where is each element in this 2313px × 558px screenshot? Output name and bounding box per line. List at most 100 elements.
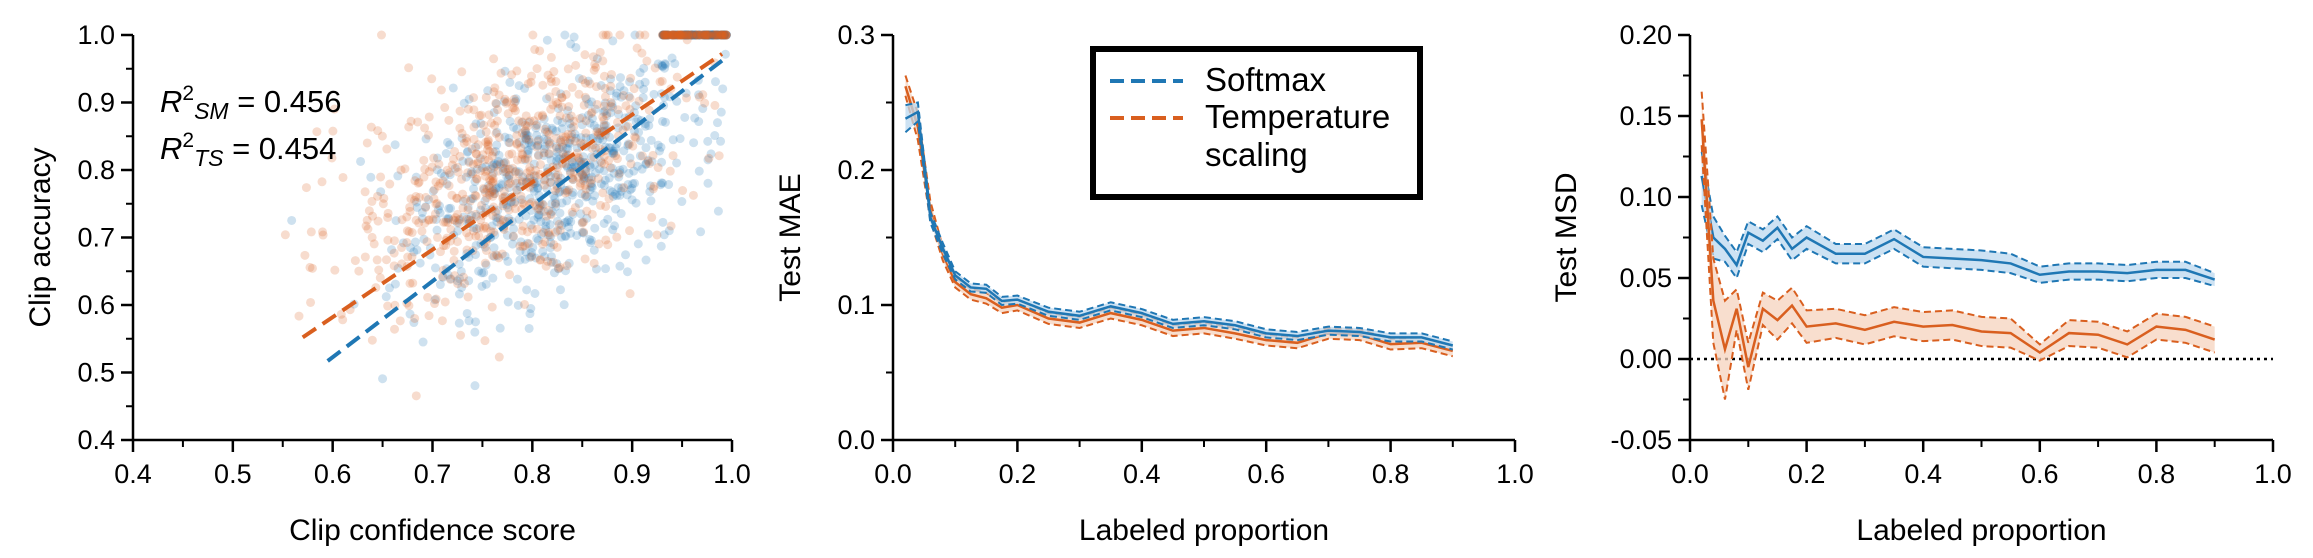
scatter-point-temperature: [397, 243, 407, 253]
scatter-point-softmax: [660, 30, 670, 40]
scatter-point-softmax: [667, 53, 677, 63]
scatter-point-softmax: [590, 104, 600, 114]
scatter-point-temperature: [666, 221, 676, 231]
scatter-point-temperature: [503, 109, 513, 119]
scatter-point-temperature: [551, 172, 561, 182]
scatter-point-softmax: [503, 297, 513, 307]
scatter-point-temperature: [360, 187, 370, 197]
scatter-point-softmax: [574, 74, 584, 84]
scatter-point-softmax: [587, 113, 597, 123]
scatter-point-temperature: [692, 30, 702, 40]
scatter-point-temperature: [529, 116, 539, 126]
scatter-point-temperature: [366, 122, 376, 132]
scatter-point-temperature: [657, 30, 667, 40]
scatter-point-temperature: [377, 131, 387, 141]
scatter-point-softmax: [475, 153, 485, 163]
scatter-point-softmax: [591, 143, 601, 153]
scatter-point-softmax: [720, 49, 730, 59]
scatter-point-softmax: [462, 147, 472, 157]
scatter-point-temperature: [389, 236, 399, 246]
scatter-point-softmax: [505, 77, 515, 87]
scatter-point-softmax: [552, 259, 562, 269]
scatter-point-softmax: [505, 116, 515, 126]
scatter-point-softmax: [469, 184, 479, 194]
scatter-point-softmax: [472, 224, 482, 234]
scatter-point-softmax: [523, 149, 533, 159]
scatter-point-temperature: [574, 153, 584, 163]
scatter-point-softmax: [494, 150, 504, 160]
scatter-point-softmax: [632, 161, 642, 171]
scatter-point-softmax: [567, 190, 577, 200]
scatter-point-softmax: [521, 128, 531, 138]
scatter-point-temperature: [600, 83, 610, 93]
scatter-point-softmax: [613, 183, 623, 193]
scatter-point-softmax: [472, 164, 482, 174]
scatter-point-softmax: [576, 133, 586, 143]
scatter-point-temperature: [517, 198, 527, 208]
ci-lower-softmax: [904, 119, 1454, 351]
scatter-point-softmax: [532, 233, 542, 243]
scatter-point-temperature: [424, 311, 434, 321]
scatter-point-temperature: [510, 167, 520, 177]
scatter-point-softmax: [485, 188, 495, 198]
scatter-point-softmax: [520, 131, 530, 141]
scatter-point-softmax: [627, 195, 637, 205]
scatter-point-temperature: [488, 177, 498, 187]
scatter-point-softmax: [574, 156, 584, 166]
scatter-point-softmax: [588, 133, 598, 143]
scatter-point-temperature: [587, 209, 597, 219]
scatter-point-softmax: [609, 168, 619, 178]
scatter-point-softmax: [504, 174, 514, 184]
scatter-point-softmax: [566, 217, 576, 227]
scatter-point-temperature: [468, 159, 478, 169]
scatter-point-temperature: [493, 105, 503, 115]
scatter-point-temperature: [475, 223, 485, 233]
scatter-point-softmax: [504, 171, 514, 181]
scatter-point-softmax: [592, 264, 602, 274]
scatter-point-temperature: [480, 188, 490, 198]
scatter-point-temperature: [598, 188, 608, 198]
scatter-point-softmax: [669, 30, 679, 40]
scatter-point-softmax: [619, 86, 629, 96]
scatter-point-temperature: [621, 101, 631, 111]
scatter-point-softmax: [493, 205, 503, 215]
scatter-point-temperature: [672, 72, 682, 82]
scatter-point-temperature: [540, 180, 550, 190]
scatter-point-temperature: [491, 128, 501, 138]
legend-label-softmax: Softmax: [1205, 61, 1327, 98]
scatter-point-temperature: [545, 140, 555, 150]
scatter-point-softmax: [615, 168, 625, 178]
scatter-point-temperature: [471, 231, 481, 241]
scatter-point-temperature: [591, 62, 601, 72]
scatter-point-temperature: [498, 201, 508, 211]
scatter-point-temperature: [440, 103, 450, 113]
scatter-point-softmax: [524, 117, 534, 127]
scatter-point-temperature: [553, 263, 563, 273]
scatter-point-softmax: [546, 155, 556, 165]
scatter-point-softmax: [450, 163, 460, 173]
scatter-point-softmax: [631, 198, 641, 208]
scatter-point-temperature: [492, 116, 502, 126]
scatter-point-softmax: [509, 224, 519, 234]
scatter-point-temperature: [414, 218, 424, 228]
scatter-point-temperature: [644, 159, 654, 169]
scatter-point-temperature: [439, 217, 449, 227]
scatter-point-temperature: [457, 67, 467, 77]
scatter-point-softmax: [560, 231, 570, 241]
scatter-point-softmax: [385, 283, 395, 293]
scatter-point-temperature: [586, 175, 596, 185]
scatter-point-softmax: [594, 164, 604, 174]
scatter-point-temperature: [471, 191, 481, 201]
scatter-point-temperature: [510, 176, 520, 186]
scatter-point-temperature: [364, 206, 374, 216]
scatter-point-softmax: [565, 166, 575, 176]
scatter-point-softmax: [551, 170, 561, 180]
scatter-point-softmax: [535, 201, 545, 211]
scatter-point-temperature: [430, 209, 440, 219]
scatter-point-softmax: [577, 217, 587, 227]
scatter-point-temperature: [467, 144, 477, 154]
scatter-point-softmax: [588, 196, 598, 206]
scatter-point-softmax: [444, 214, 454, 224]
scatter-point-temperature: [578, 170, 588, 180]
